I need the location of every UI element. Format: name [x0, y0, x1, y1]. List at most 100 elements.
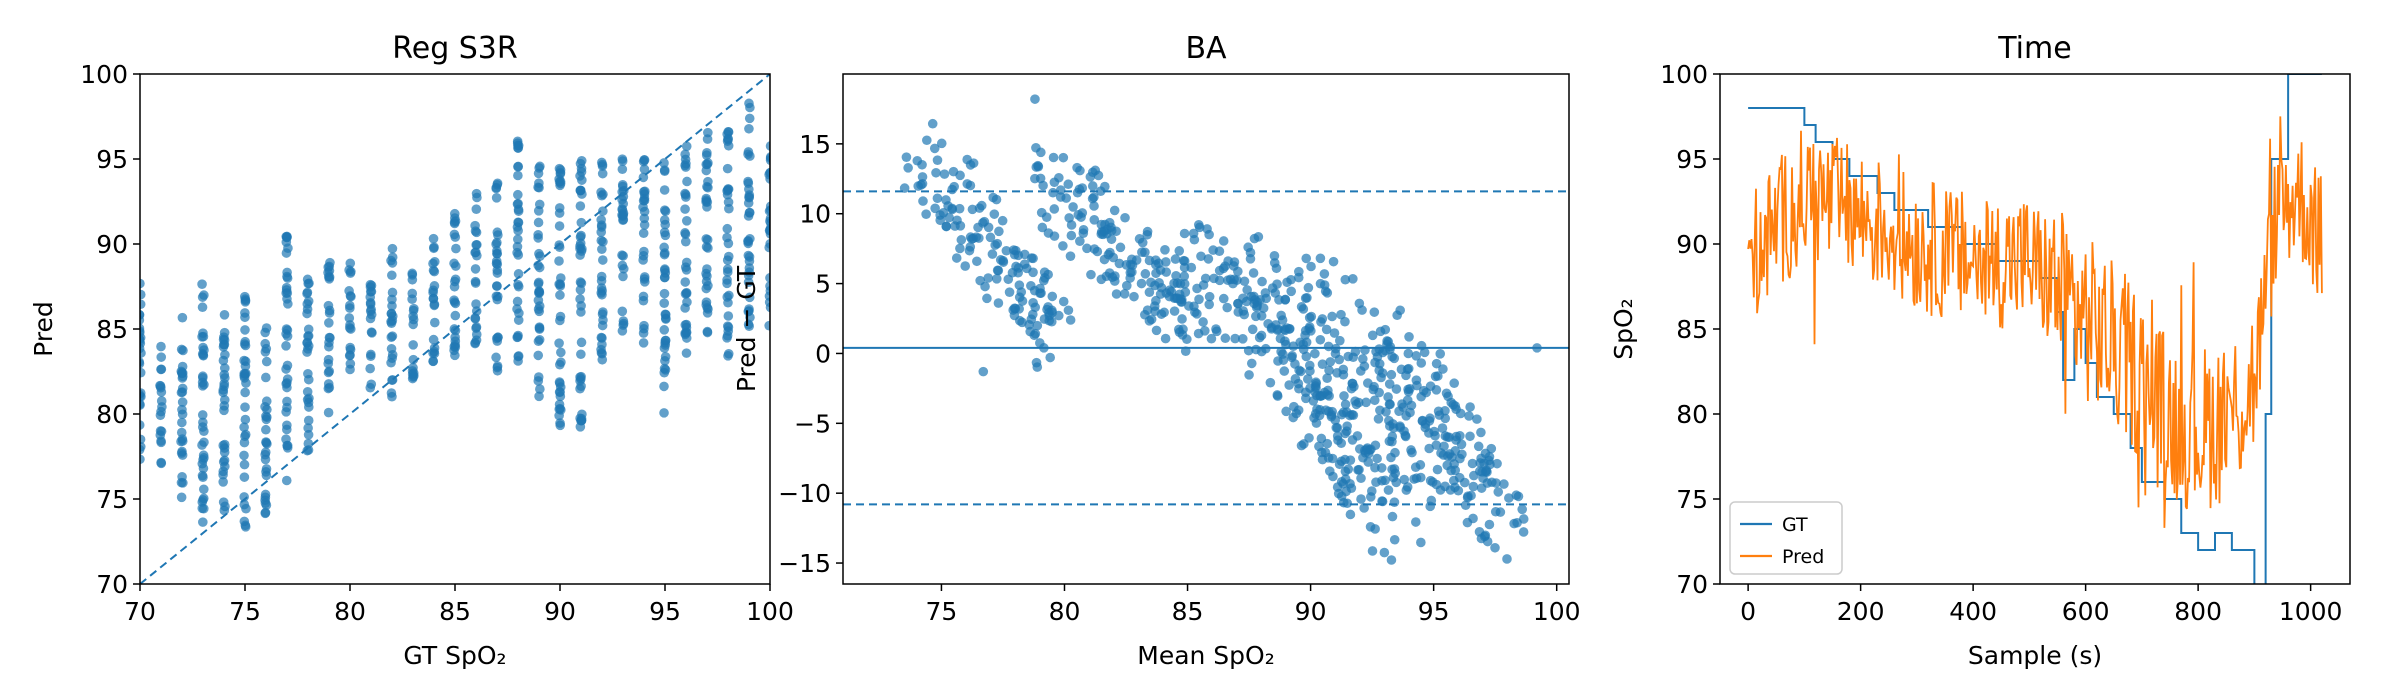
scatter-point	[281, 237, 292, 247]
scatter-point	[617, 306, 628, 317]
scatter-point	[197, 410, 208, 420]
scatter-point	[1389, 464, 1400, 474]
scatter-point	[1301, 337, 1312, 348]
scatter-point	[722, 267, 733, 277]
scatter-point	[471, 240, 481, 250]
scatter-point	[302, 304, 313, 315]
scatter-point	[1332, 368, 1342, 378]
scatter-point	[597, 190, 607, 201]
scatter-point	[1001, 245, 1012, 256]
scatter-point	[1048, 187, 1058, 198]
scatter-point	[492, 227, 503, 238]
scatter-point	[1324, 365, 1334, 376]
scatter-point	[765, 273, 770, 283]
scatter-point	[1386, 369, 1397, 380]
scatter-point	[513, 206, 524, 216]
scatter-point	[240, 340, 251, 351]
scatter-point	[1284, 380, 1294, 390]
scatter-point	[1022, 263, 1032, 274]
scatter-point	[1383, 392, 1393, 402]
scatter-point	[533, 336, 544, 347]
scatter-point	[1087, 181, 1098, 191]
y-tick-label: 75	[96, 485, 128, 514]
scatter-point	[155, 382, 166, 393]
scatter-point	[1468, 481, 1479, 492]
scatter-point	[513, 170, 523, 181]
scatter-point	[239, 499, 250, 510]
scatter-point	[639, 274, 650, 284]
x-tick-label: 95	[649, 597, 681, 626]
scatter-point	[198, 328, 208, 338]
scatter-point	[197, 279, 207, 289]
scatter-point	[682, 176, 692, 187]
scatter-point	[1424, 428, 1434, 438]
scatter-point	[1200, 326, 1210, 336]
scatter-point	[470, 338, 480, 349]
scatter-point	[576, 337, 587, 348]
scatter-point	[597, 244, 607, 255]
scatter-point	[765, 225, 770, 235]
scatter-point	[1066, 220, 1077, 230]
scatter-point	[555, 420, 566, 431]
scatter-point	[1214, 275, 1225, 286]
scatter-point	[1319, 269, 1330, 279]
scatter-point	[901, 152, 912, 162]
scatter-point	[917, 172, 928, 182]
scatter-point	[1356, 473, 1366, 484]
scatter-point	[1308, 396, 1319, 406]
scatter-point	[512, 304, 522, 314]
scatter-point	[282, 331, 293, 341]
scatter-point	[1369, 307, 1380, 317]
scatter-point	[1399, 474, 1410, 485]
scatter-point	[743, 277, 754, 287]
scatter-point	[176, 387, 187, 398]
scatter-point	[1484, 451, 1495, 462]
scatter-point	[1310, 348, 1320, 359]
scatter-point	[1004, 287, 1015, 297]
scatter-point	[1382, 336, 1392, 346]
scatter-point	[1177, 330, 1188, 340]
scatter-point	[899, 183, 910, 193]
scatter-point	[1437, 423, 1448, 433]
scatter-point	[197, 470, 208, 481]
scatter-point	[1477, 466, 1487, 477]
scatter-point	[931, 167, 941, 178]
y-axis-label: Pred	[29, 301, 58, 357]
scatter-point	[703, 243, 713, 253]
scatter-point	[1348, 274, 1358, 284]
scatter-point	[303, 415, 314, 426]
scatter-point	[1304, 312, 1315, 323]
scatter-point	[303, 438, 314, 449]
scatter-point	[555, 387, 565, 397]
scatter-point	[1336, 309, 1346, 320]
scatter-point	[575, 383, 585, 394]
x-tick-label: 85	[1172, 597, 1204, 626]
scatter-point	[261, 464, 272, 474]
scatter-point	[703, 280, 713, 291]
scatter-point	[219, 335, 230, 345]
scatter-point	[1315, 391, 1326, 402]
scatter-point	[365, 382, 376, 393]
scatter-point	[701, 197, 711, 207]
scatter-point	[1361, 397, 1371, 408]
y-tick-label: 80	[96, 400, 128, 429]
scatter-point	[659, 205, 670, 215]
y-tick-label: 95	[1676, 145, 1708, 174]
scatter-point	[240, 291, 250, 302]
panel-title: Time	[1997, 31, 2071, 66]
scatter-point	[1386, 555, 1397, 565]
scatter-point	[240, 387, 250, 398]
scatter-point	[1166, 286, 1177, 297]
scatter-point	[638, 228, 649, 239]
scatter-point	[533, 217, 544, 228]
scatter-point	[1096, 219, 1107, 230]
scatter-point	[575, 285, 586, 295]
scatter-point	[219, 455, 230, 466]
panel-0: Reg S3R GT SpO₂ Pred 70 75 80 85 90 95 100 70 75 80 8…	[29, 31, 794, 670]
scatter-point	[1367, 546, 1378, 556]
scatter-point	[324, 318, 334, 328]
scatter-point	[555, 311, 566, 322]
scatter-point	[722, 223, 733, 234]
x-tick-label: 400	[1949, 597, 1997, 626]
scatter-point	[1404, 332, 1414, 342]
